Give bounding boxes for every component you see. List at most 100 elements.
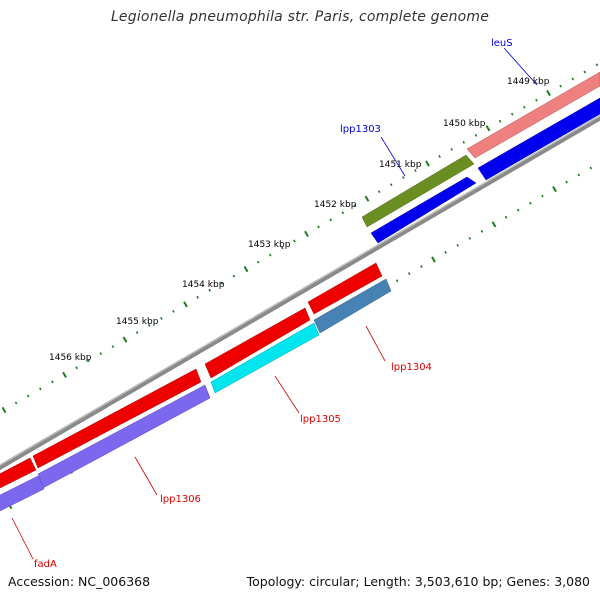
outer-scale-tick	[160, 317, 163, 320]
scale-label-1455: 1455 kbp	[116, 317, 159, 327]
outer-scale-tick	[111, 345, 115, 349]
inner-scale-tick	[468, 236, 472, 240]
outer-scale-tick	[232, 274, 236, 278]
outer-scale-tick	[353, 204, 357, 208]
outer-scale-tick	[135, 331, 139, 334]
outer-scale-tick	[87, 359, 90, 363]
scale-label-1454: 1454 kbp	[182, 280, 225, 290]
outer-scale-tick	[51, 380, 54, 384]
outer-scale-tick	[26, 394, 30, 398]
outer-scale-tick	[329, 218, 332, 222]
feature-fadA-red[interactable]	[0, 457, 37, 493]
outer-scale-tick	[341, 211, 345, 215]
outer-scale-tick	[377, 190, 381, 194]
leader-fadA	[11, 517, 34, 560]
outer-scale-tick	[498, 119, 502, 123]
inner-scale-tick	[516, 208, 520, 212]
scale-label-1452: 1452 kbp	[314, 200, 357, 210]
outer-scale-tick	[243, 266, 249, 273]
inner-scale-tick	[491, 221, 497, 228]
outer-scale-tick	[281, 246, 284, 250]
inner-scale-tick	[577, 173, 580, 177]
outer-scale-tick	[485, 125, 491, 132]
gene-label-lpp1303[interactable]: lpp1303	[340, 124, 381, 135]
leader-lpp1305	[274, 375, 300, 414]
genome-backbone-highlight	[0, 115, 600, 466]
outer-scale-tick	[438, 155, 441, 158]
inner-scale-tick	[395, 279, 399, 283]
inner-scale-tick	[408, 272, 411, 275]
feature-lpp1306-purple[interactable]	[37, 384, 211, 489]
inner-scale-tick	[541, 194, 544, 198]
inner-scale-tick	[565, 180, 568, 184]
feature-lpp1305-cyan[interactable]	[210, 322, 320, 394]
outer-scale-tick	[183, 301, 188, 308]
map-title: Legionella pneumophila str. Paris, compl…	[110, 9, 490, 25]
outer-scale-tick	[462, 140, 466, 144]
leader-lpp1303	[380, 136, 406, 177]
outer-scale-tick	[208, 288, 211, 292]
inner-scale-tick	[456, 243, 459, 247]
inner-scale-tick	[431, 256, 436, 263]
inner-scale-tick	[504, 215, 508, 219]
outer-scale-tick	[364, 195, 370, 202]
outer-scale-tick	[414, 169, 417, 172]
scale-label-1451: 1451 kbp	[379, 160, 422, 170]
inner-scale-tick	[552, 185, 557, 193]
feature-leuS-cds[interactable]	[477, 97, 600, 181]
outer-scale-tick	[450, 147, 453, 151]
outer-scale-tick	[1, 406, 7, 414]
gene-label-lpp1304[interactable]: lpp1304	[391, 362, 432, 373]
genome-backbone	[0, 115, 600, 471]
outer-scale-tick	[559, 84, 562, 88]
feature-lpp1303-olive[interactable]	[361, 154, 475, 228]
outer-scale-tick	[474, 133, 478, 137]
feature-lpp1303-cds[interactable]	[370, 176, 477, 244]
outer-scale-tick	[75, 366, 78, 370]
outer-scale-tick	[62, 371, 67, 378]
feature-lpp1306-red[interactable]	[32, 368, 202, 469]
outer-scale-tick	[571, 77, 574, 81]
outer-scale-tick	[546, 89, 551, 97]
outer-scale-tick	[268, 253, 272, 257]
feature-fadA-purple[interactable]	[0, 475, 45, 516]
outer-scale-tick	[402, 176, 405, 179]
leader-lpp1306	[134, 456, 158, 496]
inner-scale-tick	[529, 201, 532, 205]
scale-label-1450: 1450 kbp	[443, 119, 486, 129]
outer-scale-tick	[595, 63, 599, 67]
inner-scale-tick	[444, 251, 447, 254]
outer-scale-tick	[510, 112, 514, 116]
scale-label-1456: 1456 kbp	[49, 353, 92, 363]
outer-scale-tick	[425, 160, 430, 167]
outer-scale-tick	[535, 98, 538, 102]
gene-label-leuS[interactable]: leuS	[491, 38, 513, 49]
outer-scale-tick	[147, 324, 151, 327]
feature-lpp1304-steelblue[interactable]	[313, 278, 392, 334]
gene-label-lpp1305[interactable]: lpp1305	[300, 414, 341, 425]
outer-scale-tick	[99, 352, 103, 356]
inner-scale-tick	[420, 265, 423, 268]
genome-summary-text: Topology: circular; Length: 3,503,610 bp…	[246, 574, 590, 589]
inner-scale-tick	[589, 166, 593, 170]
outer-tick-track	[1, 63, 599, 414]
outer-scale-tick	[523, 105, 526, 109]
outer-scale-tick	[122, 336, 128, 343]
outer-scale-tick	[196, 295, 199, 299]
outer-scale-tick	[583, 70, 587, 74]
gene-label-fadA[interactable]: fadA	[34, 559, 57, 570]
gene-label-lpp1306[interactable]: lpp1306	[160, 494, 201, 505]
leader-lpp1304	[365, 325, 386, 362]
outer-scale-tick	[14, 401, 18, 405]
outer-scale-tick	[172, 309, 175, 313]
accession-text: Accession: NC_006368	[8, 574, 151, 589]
leader-leuS	[503, 47, 538, 86]
outer-scale-tick	[293, 239, 296, 243]
feature-leuS-trna[interactable]	[466, 71, 600, 159]
feature-lpp1304-red[interactable]	[307, 262, 383, 315]
outer-scale-tick	[39, 387, 42, 391]
outer-scale-tick	[220, 281, 224, 285]
feature-lpp1305-red[interactable]	[204, 307, 311, 379]
